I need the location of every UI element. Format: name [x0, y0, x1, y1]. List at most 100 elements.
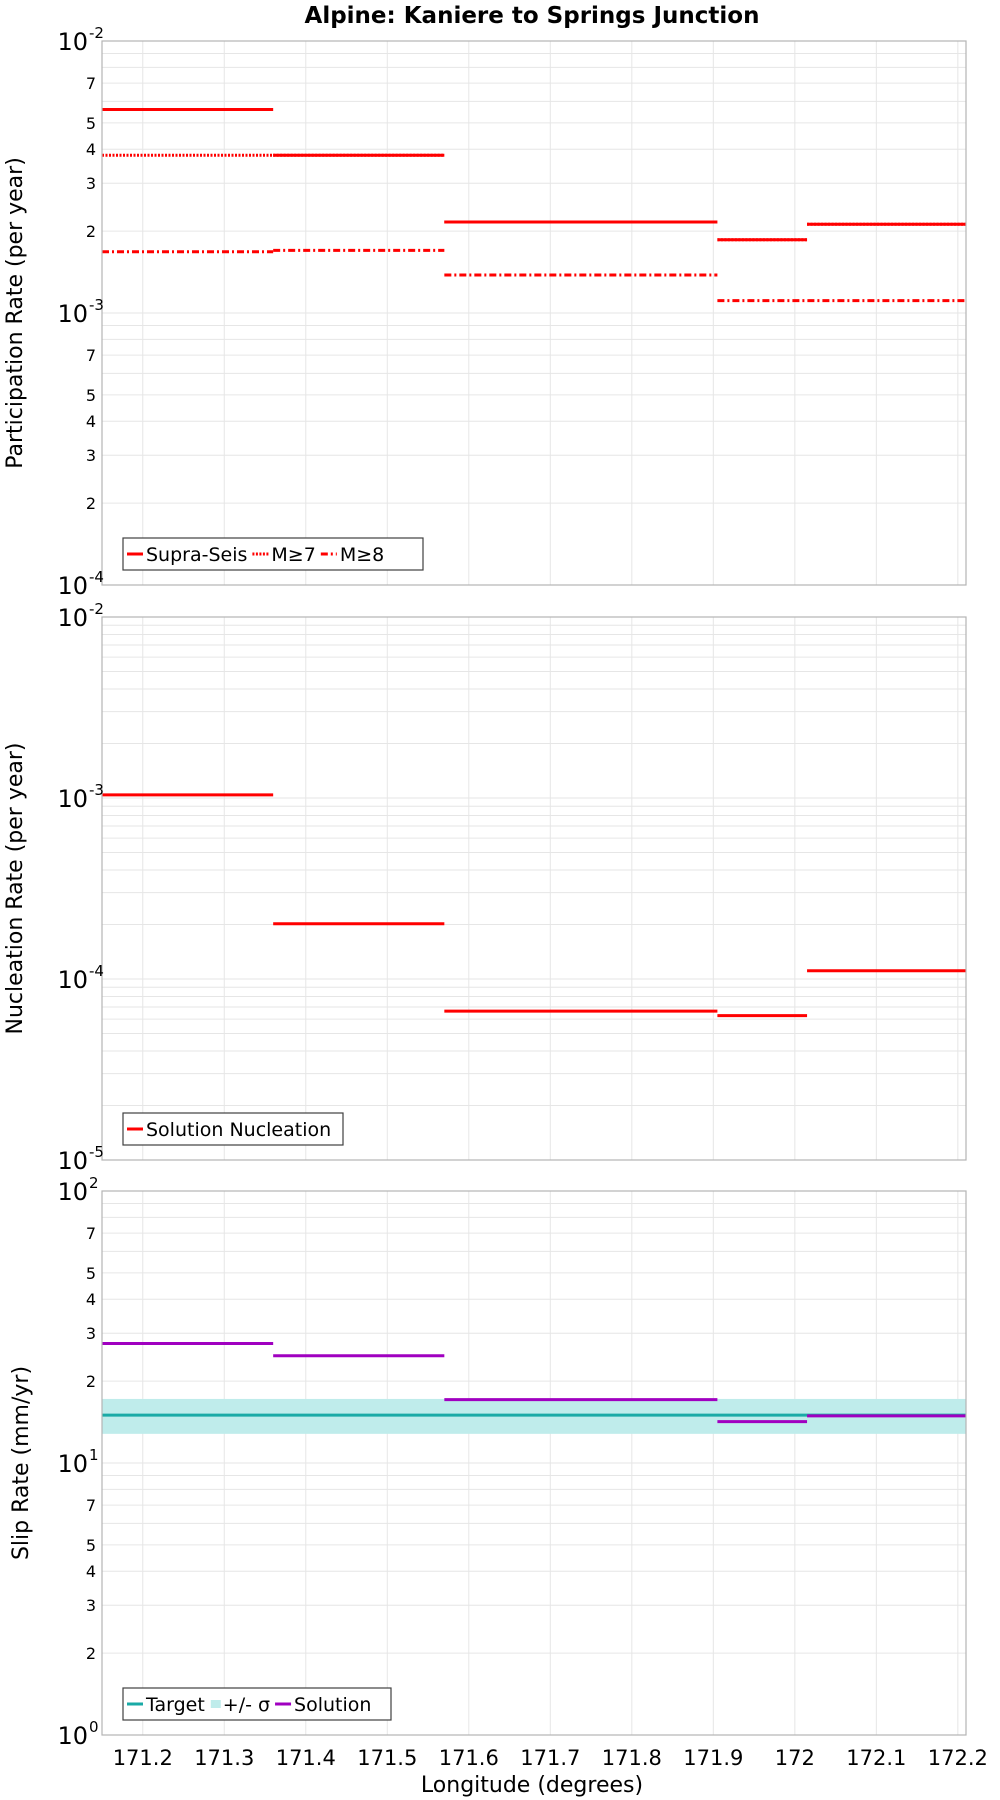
- nucleation-y-axis-label: Nucleation Rate (per year): [3, 743, 28, 1035]
- nucleation-legend: Solution Nucleation: [122, 1112, 344, 1146]
- participation-legend: Supra-Seis M≥7 M≥8: [122, 537, 424, 571]
- y-minor-tick-label: 2: [86, 494, 96, 513]
- nucleation-y-gridlines: [102, 624, 966, 1161]
- x-tick-label: 171.9: [683, 1746, 743, 1770]
- series-participation-2: [102, 248, 966, 303]
- x-tick-label: 171.4: [276, 1746, 336, 1770]
- y-minor-tick-label: 2: [86, 222, 96, 241]
- x-axis-label: Longitude (degrees): [421, 1773, 643, 1798]
- y-minor-tick-label: 2: [86, 1644, 96, 1663]
- slip-plot-frame: [101, 1190, 967, 1736]
- legend-label: M≥7: [271, 544, 315, 566]
- legend-item: Solution Nucleation: [127, 1119, 331, 1141]
- svg-text:-3: -3: [89, 296, 104, 314]
- y-tick-label: 10 -3: [57, 296, 104, 328]
- x-tick-label: 171.5: [357, 1746, 417, 1770]
- svg-text:10: 10: [57, 28, 88, 56]
- svg-text:-4: -4: [89, 962, 104, 980]
- svg-text:-4: -4: [89, 568, 104, 586]
- svg-text:1: 1: [89, 1446, 99, 1464]
- y-minor-tick-label: 5: [86, 114, 96, 133]
- y-minor-tick-label: 3: [86, 1324, 96, 1343]
- legend-item: M≥7: [252, 544, 316, 566]
- y-tick-label: 10 -2: [57, 600, 104, 632]
- y-tick-label: 10 -2: [57, 24, 104, 56]
- legend-label: M≥8: [340, 544, 384, 566]
- legend-label: Solution: [294, 1694, 371, 1716]
- y-minor-tick-label: 2: [86, 1372, 96, 1391]
- y-minor-tick-label: 3: [86, 1596, 96, 1615]
- nucleation-x-gridlines: [142, 617, 959, 1160]
- series-slip-1: [102, 1342, 966, 1424]
- x-tick-label: 172.2: [928, 1746, 988, 1770]
- legend-item: M≥8: [320, 544, 384, 566]
- y-minor-tick-label: 4: [86, 1562, 96, 1581]
- y-minor-tick-label: 7: [86, 1224, 96, 1243]
- participation-y-gridlines: [102, 52, 966, 586]
- y-minor-tick-label: 4: [86, 140, 96, 159]
- y-minor-tick-label: 7: [86, 74, 96, 93]
- legend-label: Target: [145, 1694, 205, 1716]
- x-tick-label: 171.2: [113, 1746, 173, 1770]
- y-minor-tick-label: 5: [86, 1536, 96, 1555]
- slip-y-axis-label: Slip Rate (mm/yr): [9, 1366, 34, 1560]
- chart-title: Alpine: Kaniere to Springs Junction: [305, 3, 760, 29]
- participation-y-axis-label: Participation Rate (per year): [3, 157, 28, 469]
- y-minor-tick-label: 3: [86, 446, 96, 465]
- svg-text:10: 10: [57, 1178, 88, 1206]
- x-tick-label: 172: [775, 1746, 815, 1770]
- svg-text:10: 10: [57, 1722, 88, 1750]
- slip-legend: Target +/- σ Solution: [122, 1687, 392, 1721]
- x-tick-labels: 171.2 171.3 171.4 171.5 171.6 171.7 171.8 171.9…: [113, 1746, 988, 1770]
- y-minor-tick-label: 7: [86, 346, 96, 365]
- legend-item: Supra-Seis: [127, 544, 247, 566]
- svg-text:0: 0: [89, 1718, 99, 1736]
- nucleation-plot-frame: [101, 616, 967, 1161]
- svg-text:10: 10: [57, 1450, 88, 1478]
- y-minor-tick-label: 7: [86, 1496, 96, 1515]
- svg-text:10: 10: [57, 1147, 88, 1175]
- y-minor-tick-label: 4: [86, 412, 96, 431]
- y-tick-label: 10 1: [57, 1446, 98, 1478]
- legend-label: Supra-Seis: [146, 544, 247, 566]
- legend-label: +/- σ: [223, 1694, 270, 1716]
- x-tick-label: 171.3: [194, 1746, 254, 1770]
- y-tick-label: 10 0: [57, 1718, 98, 1750]
- svg-text:-3: -3: [89, 781, 104, 799]
- y-minor-tick-label: 4: [86, 1290, 96, 1309]
- svg-text:10: 10: [57, 604, 88, 632]
- svg-text:-2: -2: [89, 600, 104, 618]
- svg-text:10: 10: [57, 300, 88, 328]
- y-minor-tick-label: 5: [86, 1264, 96, 1283]
- series-participation-1: [102, 153, 966, 242]
- svg-text:10: 10: [57, 785, 88, 813]
- legend-item: +/- σ: [210, 1694, 270, 1716]
- svg-text:2: 2: [89, 1174, 99, 1192]
- participation-plot-frame: [101, 40, 967, 586]
- y-tick-label: 10 -4: [57, 962, 104, 994]
- y-tick-label: 10 -3: [57, 781, 104, 813]
- legend-item: Target: [127, 1694, 205, 1716]
- y-minor-tick-label: 3: [86, 174, 96, 193]
- y-tick-label: 10 2: [57, 1174, 98, 1206]
- svg-text:10: 10: [57, 966, 88, 994]
- series-nucleation-0: [102, 793, 966, 1018]
- x-tick-label: 171.7: [520, 1746, 580, 1770]
- svg-text:-2: -2: [89, 24, 104, 42]
- svg-text:10: 10: [57, 572, 88, 600]
- x-tick-label: 171.8: [602, 1746, 662, 1770]
- y-minor-tick-label: 5: [86, 386, 96, 405]
- x-tick-label: 172.1: [846, 1746, 906, 1770]
- legend-label: Solution Nucleation: [146, 1119, 331, 1141]
- svg-text:-5: -5: [89, 1143, 104, 1161]
- series-participation-0: [102, 107, 966, 242]
- slip-y-gridlines: [102, 1202, 966, 1736]
- y-tick-label: 10 -4: [57, 568, 104, 600]
- y-tick-label: 10 -5: [57, 1143, 104, 1175]
- x-tick-label: 171.6: [439, 1746, 499, 1770]
- legend-item: Solution: [275, 1694, 371, 1716]
